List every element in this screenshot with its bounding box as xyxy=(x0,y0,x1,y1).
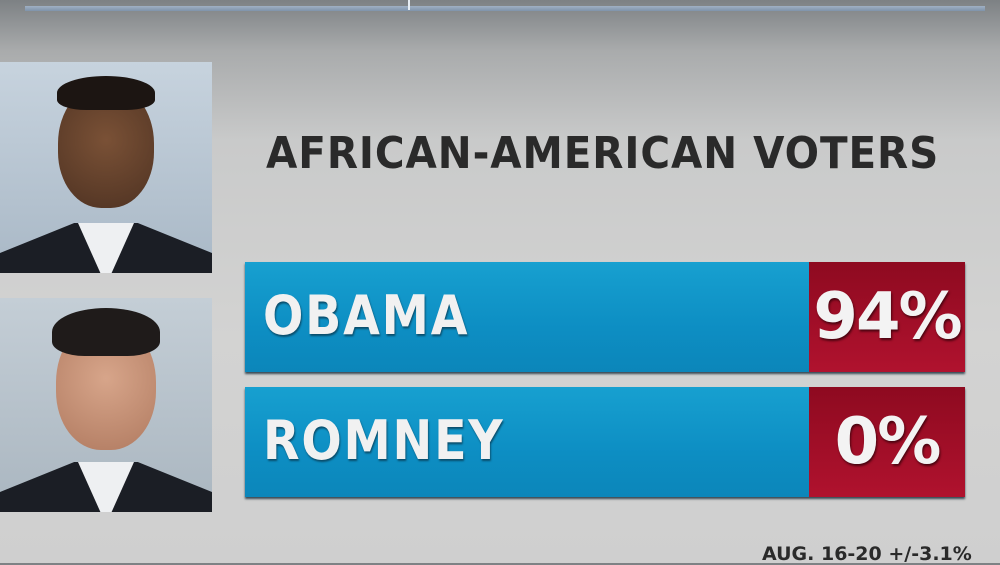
graphic-title: AFRICAN-AMERICAN VOTERS xyxy=(266,128,940,179)
candidate-percentage: 0% xyxy=(809,387,965,497)
poll-source-note: AUG. 16-20 +/-3.1% xyxy=(762,543,972,565)
candidate-bar-romney: ROMNEY 0% xyxy=(245,387,965,497)
candidate-name: ROMNEY xyxy=(263,409,505,472)
obama-portrait xyxy=(0,62,212,273)
romney-portrait xyxy=(0,298,212,512)
candidate-name: OBAMA xyxy=(263,284,470,347)
candidate-percentage: 94% xyxy=(809,262,965,372)
top-divider-tick xyxy=(408,0,410,10)
top-divider-bar xyxy=(25,6,985,11)
candidate-bar-obama: OBAMA 94% xyxy=(245,262,965,372)
